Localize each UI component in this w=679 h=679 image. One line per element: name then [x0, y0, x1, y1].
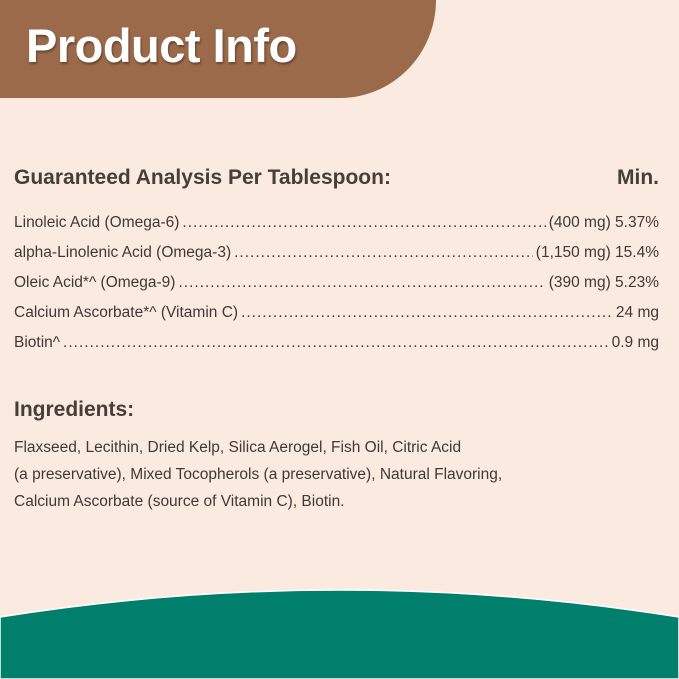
dot-leader [178, 268, 545, 298]
nutrient-value: (390 mg) 5.23% [548, 274, 659, 291]
analysis-row: Biotin^ 0.9 mg [14, 328, 659, 358]
footer-wave [0, 589, 679, 679]
dot-leader [63, 328, 609, 358]
page-title: Product Info [26, 19, 297, 72]
ingredients-line: (a preservative), Mixed Tocopherols (a p… [14, 466, 503, 483]
min-label: Min. [617, 166, 659, 189]
nutrient-value: 24 mg [615, 304, 659, 321]
nutrient-name: alpha-Linolenic Acid (Omega-3) [14, 244, 232, 261]
analysis-row: Linoleic Acid (Omega-6) (400 mg) 5.37% [14, 208, 659, 238]
nutrient-name: Calcium Ascorbate*^ (Vitamin C) [14, 304, 239, 321]
nutrient-name: Oleic Acid*^ (Omega-9) [14, 274, 176, 291]
dot-leader [234, 238, 533, 268]
ingredients-section: Ingredients: Flaxseed, Lecithin, Dried K… [14, 398, 659, 515]
ingredients-line: Flaxseed, Lecithin, Dried Kelp, Silica A… [14, 439, 462, 456]
nutrient-name: Biotin^ [14, 334, 61, 351]
nutrient-name: Linoleic Acid (Omega-6) [14, 214, 180, 231]
analysis-heading: Guaranteed Analysis Per Tablespoon: [14, 166, 391, 189]
guaranteed-analysis: Guaranteed Analysis Per Tablespoon: Min.… [14, 166, 659, 358]
nutrient-value: 0.9 mg [611, 334, 659, 351]
dot-leader [241, 298, 613, 328]
ingredients-heading: Ingredients: [14, 398, 135, 421]
analysis-row: Calcium Ascorbate*^ (Vitamin C) 24 mg [14, 298, 659, 328]
ingredients-text: Flaxseed, Lecithin, Dried Kelp, Silica A… [14, 434, 659, 515]
analysis-row: Oleic Acid*^ (Omega-9) (390 mg) 5.23% [14, 268, 659, 298]
analysis-header: Guaranteed Analysis Per Tablespoon: Min. [14, 166, 659, 190]
nutrient-value: (1,150 mg) 15.4% [535, 244, 659, 261]
title-banner: Product Info [0, 0, 436, 98]
dot-leader [182, 208, 545, 238]
ingredients-line: Calcium Ascorbate (source of Vitamin C),… [14, 493, 345, 510]
analysis-row: alpha-Linolenic Acid (Omega-3) (1,150 mg)… [14, 238, 659, 268]
nutrient-value: (400 mg) 5.37% [548, 214, 659, 231]
